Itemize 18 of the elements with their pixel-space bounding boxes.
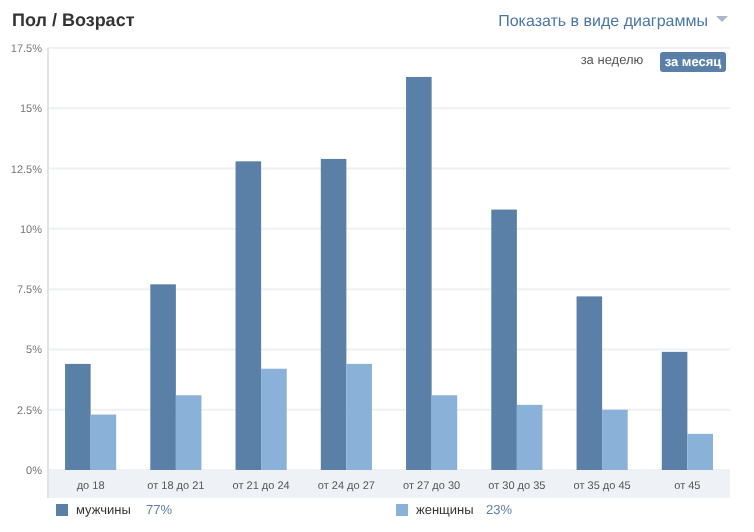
bar: [406, 76, 432, 470]
bar: [491, 209, 517, 470]
bar: [261, 368, 287, 470]
bar: [175, 395, 202, 470]
bar: [65, 363, 91, 470]
bar: [431, 395, 458, 470]
bar: [235, 161, 262, 470]
chart-title: Пол / Возраст: [12, 10, 136, 30]
text: Показать в виде диаграммы: [498, 12, 709, 30]
bar: [346, 363, 372, 470]
bar: [516, 404, 543, 470]
bar: [687, 433, 713, 470]
bar: [90, 414, 117, 470]
bar: [602, 409, 628, 470]
bar: [320, 158, 347, 470]
bar: [661, 351, 688, 470]
bar: [150, 284, 176, 470]
bar: [576, 296, 603, 470]
